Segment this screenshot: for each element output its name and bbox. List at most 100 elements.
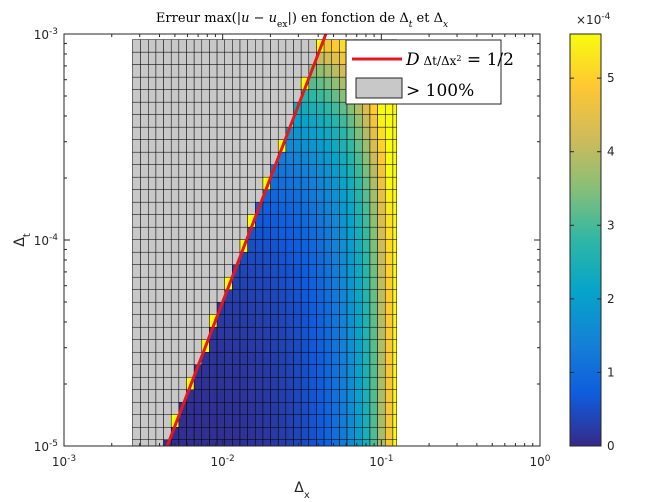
- heatmap-cell: [216, 164, 225, 178]
- heatmap-cell: [163, 326, 172, 340]
- heatmap-cell: [140, 401, 149, 415]
- heatmap-cell: [293, 389, 302, 403]
- heatmap-cell: [216, 39, 225, 53]
- heatmap-cell: [186, 189, 195, 203]
- heatmap-cell: [132, 314, 141, 328]
- heatmap-cell: [178, 264, 187, 278]
- heatmap-cell: [293, 226, 302, 240]
- heatmap-cell: [132, 114, 141, 128]
- heatmap-cell: [262, 414, 271, 428]
- heatmap-cell: [323, 289, 332, 303]
- heatmap-cell: [193, 239, 203, 253]
- heatmap-cell: [148, 214, 157, 228]
- heatmap-cell: [277, 301, 287, 315]
- heatmap-cell: [178, 314, 187, 328]
- heatmap-cell: [331, 189, 340, 203]
- heatmap-cell: [155, 339, 164, 353]
- heatmap-cell: [148, 351, 157, 365]
- heatmap-cell: [392, 239, 397, 253]
- heatmap-cell: [232, 64, 241, 78]
- heatmap-cell: [293, 351, 302, 365]
- heatmap-cell: [262, 64, 271, 78]
- heatmap-cell: [354, 364, 363, 378]
- heatmap-cell: [209, 139, 218, 153]
- heatmap-cell: [331, 39, 340, 53]
- heatmap-cell: [285, 426, 294, 440]
- heatmap-cell: [323, 64, 332, 78]
- heatmap-cell: [224, 326, 233, 340]
- heatmap-cell: [170, 239, 180, 253]
- heatmap-cell: [354, 176, 363, 190]
- heatmap-cell: [308, 389, 317, 403]
- heatmap-cell: [300, 289, 310, 303]
- heatmap-cell: [262, 114, 271, 128]
- heatmap-cell: [369, 339, 378, 353]
- heatmap-cell: [193, 126, 203, 140]
- heatmap-cell: [247, 314, 256, 328]
- heatmap-cell: [285, 251, 294, 265]
- heatmap-cell: [392, 139, 397, 153]
- heatmap-cell: [209, 101, 218, 115]
- heatmap-cell: [392, 176, 397, 190]
- heatmap-cell: [323, 39, 332, 53]
- heatmap-cell: [331, 114, 340, 128]
- heatmap-cell: [339, 214, 348, 228]
- heatmap-cell: [148, 114, 157, 128]
- heatmap-cell: [163, 301, 172, 315]
- heatmap-cell: [201, 114, 210, 128]
- heatmap-cell: [140, 151, 149, 165]
- heatmap-cell: [239, 139, 248, 153]
- heatmap-cell: [384, 239, 394, 253]
- heatmap-cell: [155, 126, 164, 140]
- heatmap-cell: [255, 376, 264, 390]
- heatmap-cell: [178, 239, 187, 253]
- heatmap-cell: [186, 226, 195, 240]
- heatmap-cell: [163, 251, 172, 265]
- heatmap-cell: [323, 401, 332, 415]
- heatmap-cell: [170, 214, 180, 228]
- heatmap-cell: [255, 301, 264, 315]
- heatmap-cell: [262, 126, 271, 140]
- heatmap-cell: [285, 339, 294, 353]
- heatmap-cell: [285, 189, 294, 203]
- heatmap-cell: [346, 426, 355, 440]
- heatmap-cell: [369, 314, 378, 328]
- heatmap-cell: [170, 76, 180, 90]
- heatmap-cell: [140, 114, 149, 128]
- heatmap-cell: [224, 401, 233, 415]
- heatmap-cell: [369, 376, 378, 390]
- heatmap-cell: [193, 289, 203, 303]
- heatmap-cell: [140, 214, 149, 228]
- heatmap-cell: [323, 301, 332, 315]
- heatmap-cell: [262, 39, 271, 53]
- heatmap-cell: [293, 301, 302, 315]
- heatmap-cell: [346, 226, 355, 240]
- heatmap-cell: [193, 314, 203, 328]
- heatmap-cell: [186, 214, 195, 228]
- heatmap-cell: [331, 314, 340, 328]
- heatmap-cell: [293, 176, 302, 190]
- y-axis-label: Δt: [12, 233, 33, 247]
- heatmap-cell: [270, 101, 279, 115]
- heatmap-cell: [354, 201, 363, 215]
- heatmap-cell: [239, 39, 248, 53]
- heatmap-cell: [323, 189, 332, 203]
- heatmap-cell: [323, 89, 332, 103]
- heatmap-cell: [239, 164, 248, 178]
- heatmap-cell: [155, 51, 164, 65]
- heatmap-cell: [316, 239, 325, 253]
- heatmap-cell: [277, 201, 287, 215]
- heatmap-cell: [270, 39, 279, 53]
- heatmap-cell: [193, 151, 203, 165]
- heatmap-cell: [132, 339, 141, 353]
- heatmap-cell: [148, 126, 157, 140]
- heatmap-cell: [270, 401, 279, 415]
- heatmap-cell: [155, 176, 164, 190]
- heatmap-cell: [354, 251, 363, 265]
- heatmap-cell: [201, 151, 210, 165]
- heatmap-cell: [369, 201, 378, 215]
- heatmap-cell: [262, 401, 271, 415]
- heatmap-cell: [155, 314, 164, 328]
- heatmap-cell: [362, 114, 371, 128]
- heatmap-cell: [277, 189, 287, 203]
